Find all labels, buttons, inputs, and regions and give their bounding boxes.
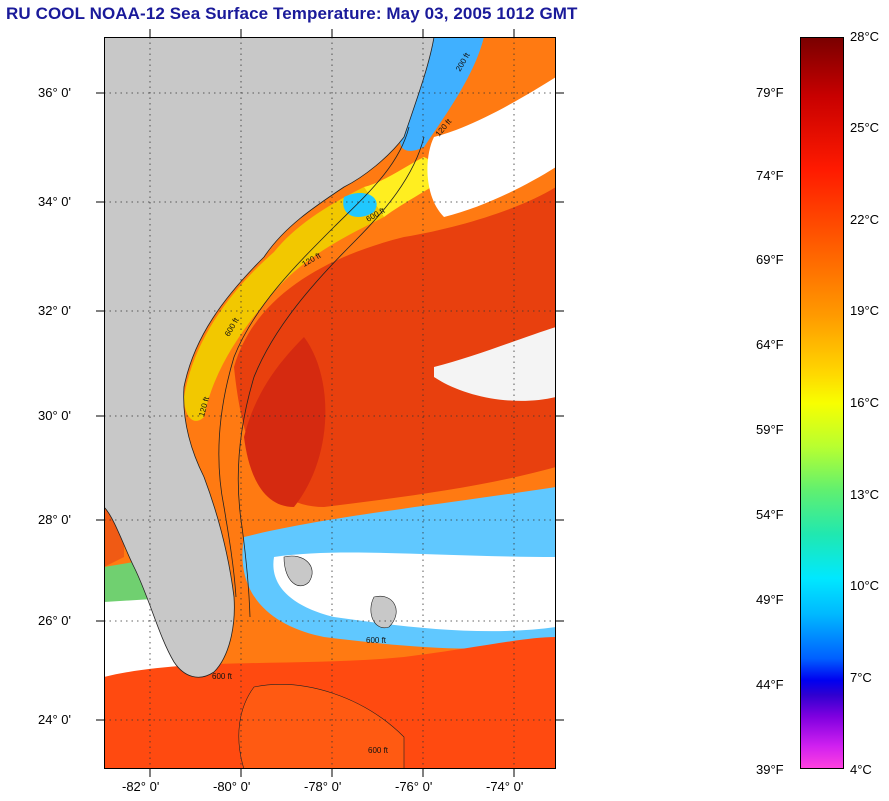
contour-600ft [237, 136, 425, 618]
lon-label: -80° 0' [213, 779, 251, 794]
cloud-south [273, 552, 556, 632]
contour-120ft [218, 126, 410, 598]
lon-label: -74° 0' [486, 779, 524, 794]
map-frame [104, 37, 556, 769]
land-cuba-outline [238, 684, 405, 769]
colorbar-tick-c: 13°C [850, 487, 880, 502]
gulf-stream-core [244, 337, 326, 507]
cool-patch [343, 192, 377, 217]
colorbar-tick-f: 59°F [756, 422, 784, 437]
lat-label: 24° 0' [38, 712, 71, 727]
temperature-colorbar [800, 37, 844, 769]
colorbar-tick-f: 64°F [756, 337, 784, 352]
lon-label: -82° 0' [122, 779, 160, 794]
cloud-north [427, 77, 556, 217]
colorbar-tick-c: 25°C [850, 120, 880, 135]
land-bahamas-2 [370, 595, 397, 629]
colorbar-tick-c: 10°C [850, 578, 880, 593]
colorbar-tick-f: 74°F [756, 168, 784, 183]
colorbar-tick-c: 16°C [850, 395, 880, 410]
lat-label: 34° 0' [38, 194, 71, 209]
colorbar-tick-c: 7°C [850, 670, 872, 685]
lat-label: 30° 0' [38, 408, 71, 423]
colorbar-tick-c: 22°C [850, 212, 880, 227]
colorbar-tick-f: 39°F [756, 762, 784, 777]
lon-label: -76° 0' [395, 779, 433, 794]
land-mainland [104, 37, 435, 678]
sst-map: 200 ft 120 ft 600 ft 120 ft 600 ft 120 f… [104, 37, 556, 769]
map-title: RU COOL NOAA-12 Sea Surface Temperature:… [6, 4, 578, 23]
sst-map-canvas: 200 ft 120 ft 600 ft 120 ft 600 ft 120 f… [104, 37, 556, 769]
colorbar-tick-f: 49°F [756, 592, 784, 607]
map-grid [104, 37, 556, 769]
colorbar-tick-c: 28°C [850, 29, 880, 44]
lat-label: 32° 0' [38, 303, 71, 318]
contour-label: 600 ft [212, 672, 233, 681]
colorbar-tick-f: 54°F [756, 507, 784, 522]
contour-label: 600 ft [368, 746, 389, 755]
lon-label: -78° 0' [304, 779, 342, 794]
land-bahamas-1 [283, 555, 313, 587]
contour-label: 600 ft [366, 636, 387, 645]
colorbar-tick-f: 44°F [756, 677, 784, 692]
cloud-east [434, 327, 556, 401]
lat-label: 36° 0' [38, 85, 71, 100]
colorbar-tick-c: 19°C [850, 303, 880, 318]
colorbar-tick-c: 4°C [850, 762, 872, 777]
lat-label: 26° 0' [38, 613, 71, 628]
colorbar-tick-f: 79°F [756, 85, 784, 100]
colorbar-tick-f: 69°F [756, 252, 784, 267]
cool-water-north [400, 37, 484, 151]
lat-label: 28° 0' [38, 512, 71, 527]
